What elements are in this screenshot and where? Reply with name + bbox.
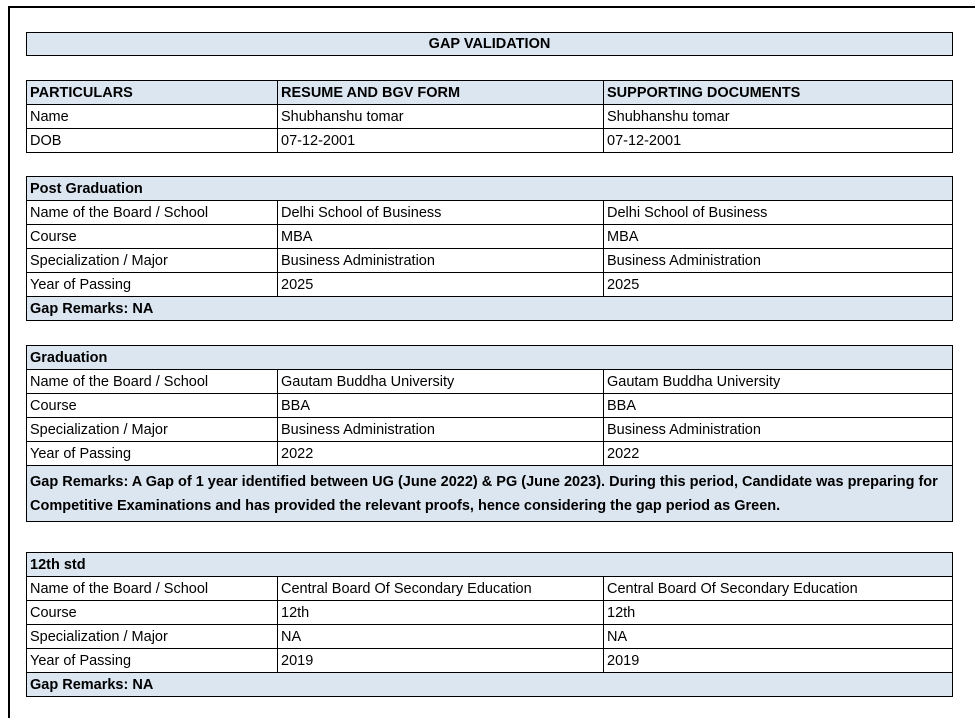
table-cell: 07-12-2001 bbox=[277, 128, 604, 153]
table-cell: Delhi School of Business bbox=[603, 200, 953, 225]
table-cell: Name of the Board / School bbox=[26, 369, 278, 394]
table-cell: Business Administration bbox=[603, 248, 953, 273]
section-title: Graduation bbox=[26, 345, 953, 370]
column-header: PARTICULARS bbox=[26, 80, 278, 105]
gap-remarks: Gap Remarks: A Gap of 1 year identified … bbox=[26, 465, 953, 522]
table-cell: Shubhanshu tomar bbox=[603, 104, 953, 129]
table-cell: Delhi School of Business bbox=[277, 200, 604, 225]
table-cell: Specialization / Major bbox=[26, 417, 278, 442]
table-cell: 2022 bbox=[603, 441, 953, 466]
table-cell: MBA bbox=[277, 224, 604, 249]
table-cell: MBA bbox=[603, 224, 953, 249]
table-cell: 12th bbox=[603, 600, 953, 625]
table-cell: 2025 bbox=[603, 272, 953, 297]
column-header: SUPPORTING DOCUMENTS bbox=[603, 80, 953, 105]
table-cell: Business Administration bbox=[277, 417, 604, 442]
table-cell: Business Administration bbox=[603, 417, 953, 442]
table-cell: NA bbox=[603, 624, 953, 649]
table-cell: Year of Passing bbox=[26, 648, 278, 673]
table-cell: Course bbox=[26, 600, 278, 625]
table-cell: Central Board Of Secondary Education bbox=[277, 576, 604, 601]
table-cell: Shubhanshu tomar bbox=[277, 104, 604, 129]
table-cell: Name bbox=[26, 104, 278, 129]
gap-remarks: Gap Remarks: NA bbox=[26, 672, 953, 697]
gap-remarks: Gap Remarks: NA bbox=[26, 296, 953, 321]
table-cell: Gautam Buddha University bbox=[277, 369, 604, 394]
table-cell: Gautam Buddha University bbox=[603, 369, 953, 394]
frame bbox=[8, 6, 975, 718]
table-cell: BBA bbox=[603, 393, 953, 418]
table-cell: Course bbox=[26, 393, 278, 418]
table-cell: Year of Passing bbox=[26, 272, 278, 297]
table-cell: Name of the Board / School bbox=[26, 576, 278, 601]
title: GAP VALIDATION bbox=[26, 32, 953, 56]
table-cell: Central Board Of Secondary Education bbox=[603, 576, 953, 601]
table-cell: Specialization / Major bbox=[26, 624, 278, 649]
table-cell: Year of Passing bbox=[26, 441, 278, 466]
table-cell: 2025 bbox=[277, 272, 604, 297]
table-cell: Business Administration bbox=[277, 248, 604, 273]
table-cell: NA bbox=[277, 624, 604, 649]
section-title: 12th std bbox=[26, 552, 953, 577]
section-title: Post Graduation bbox=[26, 176, 953, 201]
table-cell: Specialization / Major bbox=[26, 248, 278, 273]
table-cell: 2019 bbox=[277, 648, 604, 673]
table-cell: 2022 bbox=[277, 441, 604, 466]
table-cell: 12th bbox=[277, 600, 604, 625]
table-cell: Course bbox=[26, 224, 278, 249]
column-header: RESUME AND BGV FORM bbox=[277, 80, 604, 105]
table-cell: DOB bbox=[26, 128, 278, 153]
table-cell: BBA bbox=[277, 393, 604, 418]
table-cell: Name of the Board / School bbox=[26, 200, 278, 225]
table-cell: 2019 bbox=[603, 648, 953, 673]
table-cell: 07-12-2001 bbox=[603, 128, 953, 153]
